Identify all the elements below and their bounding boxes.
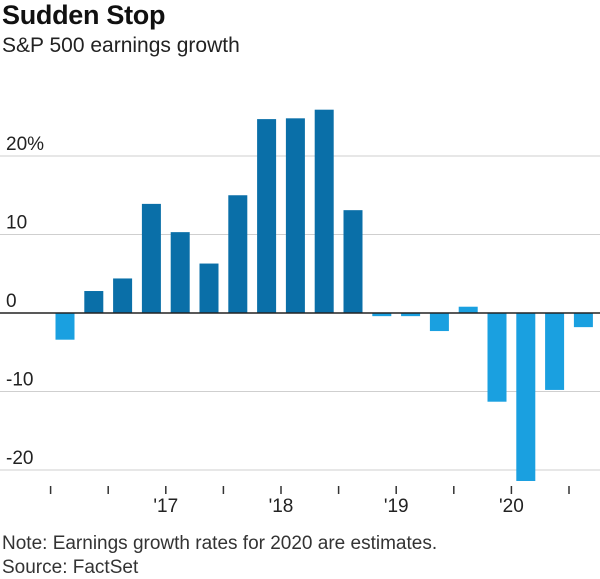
bar-chart: -20 -10 0 10 20% '17 '18 '19 '20 <box>0 109 600 517</box>
x-tick-label: '20 <box>499 496 524 517</box>
bar <box>257 119 277 313</box>
bar <box>84 291 104 313</box>
bar <box>55 313 75 340</box>
bar <box>429 313 449 332</box>
chart-title: Sudden Stop <box>2 0 166 30</box>
chart-source: Source: FactSet <box>2 557 139 578</box>
bar <box>113 278 133 313</box>
chart-subtitle: S&P 500 earnings growth <box>2 34 240 57</box>
bar <box>228 195 248 313</box>
bar <box>170 232 190 313</box>
bar <box>487 313 507 402</box>
bar <box>141 203 161 313</box>
x-axis: '17 '18 '19 '20 <box>49 486 570 517</box>
bar <box>199 263 219 313</box>
bar <box>516 313 536 481</box>
bars <box>55 109 593 481</box>
y-axis-labels: -20 -10 0 10 20% <box>6 134 44 469</box>
x-tick-label: '17 <box>153 496 178 517</box>
y-tick-label: 0 <box>6 291 17 312</box>
y-tick-label: -20 <box>6 448 33 469</box>
bar <box>314 109 334 313</box>
chart-note: Note: Earnings growth rates for 2020 are… <box>2 533 438 554</box>
x-tick-label: '18 <box>269 496 294 517</box>
bar <box>458 306 478 313</box>
y-tick-label: -10 <box>6 370 33 391</box>
bar <box>285 118 305 313</box>
y-tick-label: 10 <box>6 213 27 234</box>
x-tick-label: '19 <box>384 496 409 517</box>
bar <box>372 313 392 317</box>
y-tick-label: 20% <box>6 134 44 155</box>
bar <box>343 210 363 313</box>
bar <box>573 313 593 328</box>
bar <box>545 313 565 390</box>
bar <box>401 313 421 317</box>
